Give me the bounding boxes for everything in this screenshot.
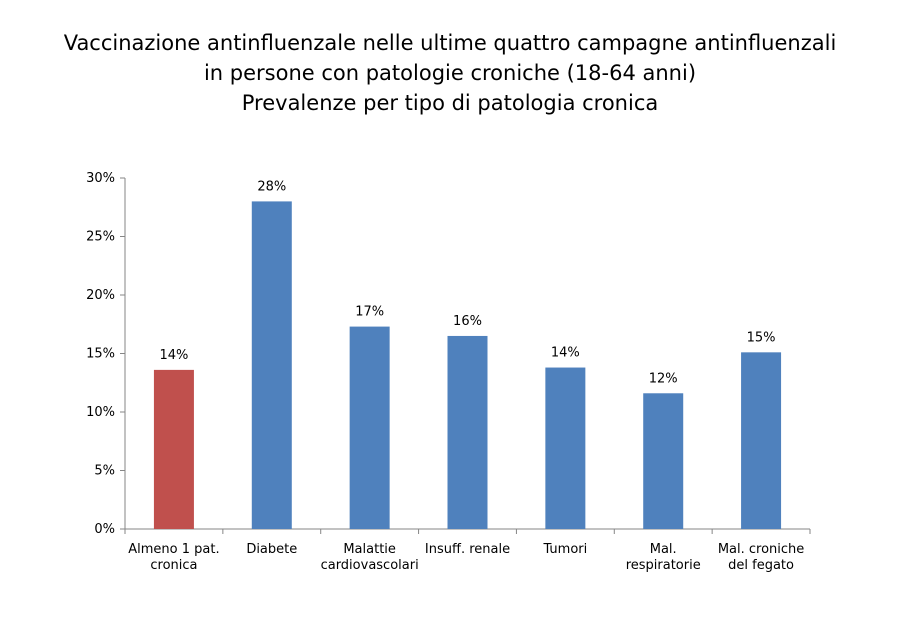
category-label: Almeno 1 pat.: [128, 542, 219, 557]
y-tick-label: 30%: [86, 171, 115, 186]
y-tick-label: 25%: [86, 230, 115, 245]
category-label: Mal.: [650, 542, 677, 557]
y-tick-label: 0%: [94, 522, 115, 537]
category-label: respiratorie: [626, 558, 701, 573]
category-label: del fegato: [728, 558, 794, 573]
y-tick-label: 15%: [86, 347, 115, 362]
y-tick-label: 10%: [86, 405, 115, 420]
category-label: cronica: [150, 558, 197, 573]
category-label: Diabete: [246, 542, 297, 557]
bar: [643, 393, 684, 529]
y-tick-label: 20%: [86, 288, 115, 303]
bar: [349, 326, 390, 529]
data-label: 28%: [257, 179, 286, 194]
data-label: 16%: [453, 314, 482, 329]
bar: [447, 335, 488, 529]
category-label: cardiovascolari: [321, 558, 419, 573]
title-line-3: Prevalenze per tipo di patologia cronica: [241, 91, 659, 115]
data-label: 14%: [551, 346, 580, 361]
category-label: Insuff. renale: [425, 542, 510, 557]
title-line-2: in persone con patologie croniche (18-64…: [203, 61, 697, 85]
bar: [153, 369, 194, 529]
category-label: Malattie: [343, 542, 396, 557]
y-tick-label: 5%: [94, 464, 115, 479]
data-label: 17%: [355, 305, 384, 320]
bar: [741, 352, 782, 529]
data-label: 14%: [159, 348, 188, 363]
data-label: 12%: [649, 371, 678, 386]
chart-title: Vaccinazione antinfluenzale nelle ultime…: [0, 28, 900, 118]
category-label: Mal. croniche: [718, 542, 804, 557]
bar: [545, 367, 586, 529]
bar: [251, 201, 292, 529]
title-line-1: Vaccinazione antinfluenzale nelle ultime…: [63, 31, 837, 55]
category-label: Tumori: [542, 542, 587, 557]
data-label: 15%: [747, 330, 776, 345]
